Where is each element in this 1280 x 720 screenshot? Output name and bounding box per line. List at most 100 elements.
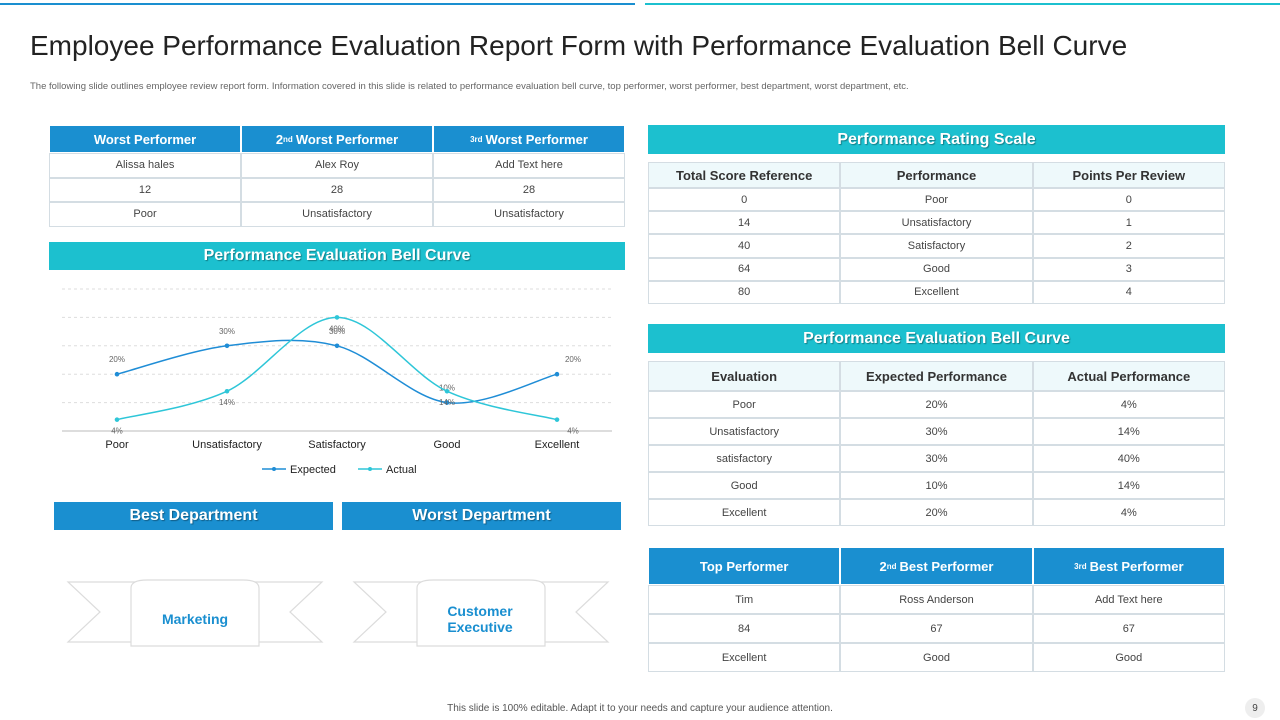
table-banner: Performance Rating Scale	[648, 125, 1225, 154]
table-header: Actual Performance	[1032, 361, 1225, 391]
table-cell: 14	[648, 211, 841, 235]
header-sup: nd	[886, 561, 897, 571]
x-tick-label: Good	[434, 439, 461, 451]
x-tick-label: Unsatisfactory	[192, 439, 262, 451]
table-cell: 28	[241, 177, 433, 202]
ribbon	[416, 579, 546, 647]
table-header: Total Score Reference	[648, 162, 841, 188]
legend-marker	[272, 467, 276, 471]
table-banner: Performance Evaluation Bell Curve	[648, 324, 1225, 353]
header-text: Best Performer	[899, 558, 994, 574]
table-cell: Add Text here	[1032, 585, 1225, 614]
data-label: 30%	[219, 327, 235, 336]
table-header: Evaluation	[648, 361, 841, 391]
table-cell: Good	[1032, 643, 1225, 672]
data-label: 4%	[567, 427, 579, 436]
data-label: 40%	[329, 324, 345, 333]
page-number: 9	[1245, 698, 1265, 718]
table-header: Points Per Review	[1032, 162, 1225, 188]
table-cell: Poor	[648, 391, 841, 418]
table-cell: 40	[648, 234, 841, 258]
table-cell: Poor	[49, 202, 241, 227]
table-cell: 1	[1032, 211, 1225, 235]
table-cell: Satisfactory	[840, 234, 1033, 258]
table-header: Performance	[840, 162, 1033, 188]
table-cell: 0	[648, 188, 841, 212]
subtitle: The following slide outlines employee re…	[30, 81, 909, 92]
table-cell: 28	[433, 177, 625, 202]
ribbon-tail	[66, 581, 141, 643]
data-point	[114, 417, 120, 422]
table-cell: 64	[648, 257, 841, 281]
table-cell: 30%	[840, 445, 1033, 472]
x-tick-label: Excellent	[535, 439, 580, 451]
data-point	[554, 371, 560, 377]
header-text: Worst Performer	[485, 131, 588, 147]
chart: Poor Unsatisfactory Satisfactory Good Excell…	[62, 288, 612, 476]
data-point	[334, 343, 340, 349]
dept-name: Customer Executive	[447, 603, 513, 635]
table-cell: Add Text here	[433, 153, 625, 178]
header-sup: 3rd	[1074, 561, 1087, 571]
data-point	[554, 417, 560, 422]
ribbon-tail	[535, 581, 610, 643]
top-rule	[645, 3, 1280, 5]
data-point	[114, 371, 120, 377]
table-cell: Good	[840, 257, 1033, 281]
data-point	[444, 388, 450, 394]
table-cell: Good	[840, 643, 1033, 672]
table-header: Worst Performer	[49, 125, 241, 153]
table-header: Expected Performance	[840, 361, 1033, 391]
ribbon-tail	[249, 581, 324, 643]
table-cell: Ross Anderson	[840, 585, 1033, 614]
ribbons	[66, 579, 610, 647]
table-cell: Alissa hales	[49, 153, 241, 178]
header-sup: 3rd	[470, 134, 483, 144]
table-cell: Unsatisfactory	[648, 418, 841, 445]
data-point	[334, 315, 340, 320]
table-cell: 4%	[1032, 499, 1225, 526]
table-cell: 14%	[1032, 418, 1225, 445]
footer-note: This slide is 100% editable. Adapt it to…	[447, 703, 833, 714]
data-label: 14%	[219, 398, 235, 407]
table-header: Top Performer	[648, 547, 841, 585]
table-cell: 20%	[840, 499, 1033, 526]
header-text: 2	[275, 131, 284, 147]
data-label: 14%	[439, 398, 455, 407]
table-cell: 3	[1032, 257, 1225, 281]
header-text: 2	[879, 558, 887, 574]
table-cell: Excellent	[840, 280, 1033, 304]
header-text: Worst Performer	[295, 131, 399, 147]
table-cell: 80	[648, 280, 841, 304]
table-header: 3rd Best Performer	[1032, 547, 1225, 585]
legend-label: Actual	[386, 464, 417, 476]
table-cell: 0	[1032, 188, 1225, 212]
data-label: 10%	[439, 384, 455, 393]
table-cell: 30%	[840, 418, 1033, 445]
table-cell: Tim	[648, 585, 841, 614]
table-cell: Unsatisfactory	[840, 211, 1033, 235]
series-line	[116, 339, 558, 404]
data-point	[444, 400, 450, 405]
table-cell: Unsatisfactory	[241, 202, 433, 227]
header-text: Best Performer	[1089, 558, 1184, 574]
table-cell: Excellent	[648, 643, 841, 672]
table-cell: Good	[648, 472, 841, 499]
header-sup: nd	[283, 134, 293, 144]
table-cell: 84	[648, 614, 841, 643]
table-cell: satisfactory	[648, 445, 841, 472]
table-cell: 12	[49, 177, 241, 202]
data-point	[224, 388, 230, 394]
data-label: 30%	[329, 327, 345, 336]
table-header: 3rd Worst Performer	[433, 125, 625, 153]
table-cell: 20%	[840, 391, 1033, 418]
table-cell: 67	[1032, 614, 1225, 643]
table-cell: 40%	[1032, 445, 1225, 472]
table-cell: Poor	[840, 188, 1033, 212]
ribbon-tail	[352, 581, 427, 643]
ribbon	[130, 579, 260, 647]
chart-banner: Performance Evaluation Bell Curve	[49, 242, 625, 270]
